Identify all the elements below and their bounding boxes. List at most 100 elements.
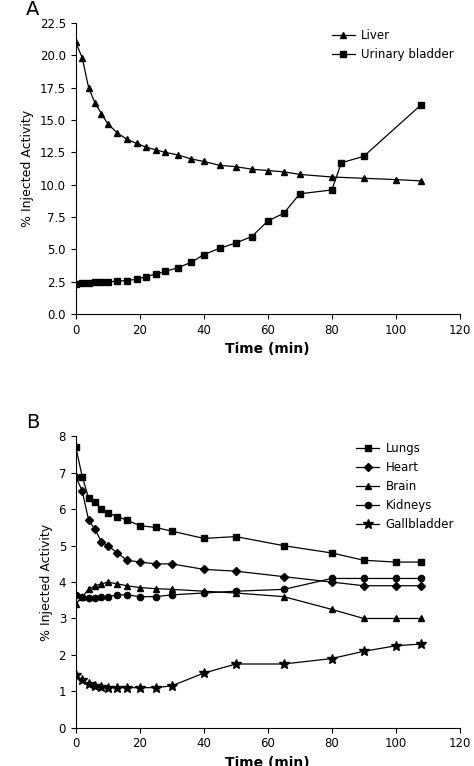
Gallbladder [281,660,287,669]
Heart [137,558,143,567]
Brain [329,605,335,614]
Gallbladder [137,683,143,692]
Urinary bladder [265,217,271,226]
Gallbladder [105,683,111,692]
Gallbladder [92,681,98,690]
Gallbladder [79,676,85,685]
Urinary bladder [188,258,194,267]
Kidneys [86,594,91,603]
Brain [201,587,207,596]
Liver [329,172,335,182]
Heart [115,548,120,558]
Urinary bladder [249,232,255,241]
Urinary bladder [175,263,181,272]
Urinary bladder [233,238,238,247]
Gallbladder [233,660,238,669]
Gallbladder [86,679,91,689]
Urinary bladder [338,158,344,167]
Urinary bladder [99,277,104,286]
Gallbladder [124,683,130,692]
Liver [175,150,181,159]
Gallbladder [115,683,120,692]
Lungs [419,558,424,567]
Heart [329,578,335,587]
Liver [115,129,120,138]
Liver [233,162,238,172]
Heart [86,516,91,525]
Gallbladder [169,681,174,690]
Lungs [115,512,120,521]
Liver [419,176,424,185]
Lungs [99,505,104,514]
Heart [281,572,287,581]
Legend: Lungs, Heart, Brain, Kidneys, Gallbladder: Lungs, Heart, Brain, Kidneys, Gallbladde… [356,443,454,531]
Line: Gallbladder: Gallbladder [71,639,426,692]
Brain [73,599,79,608]
Liver [188,154,194,163]
Liver [393,175,399,184]
Urinary bladder [124,276,130,285]
Lungs [137,521,143,530]
Liver [143,142,149,152]
Liver [361,174,366,183]
Kidneys [393,574,399,583]
Liver [124,135,130,144]
Lungs [361,555,366,565]
Kidneys [233,587,238,596]
Heart [73,472,79,481]
Brain [153,584,159,593]
Liver [265,166,271,175]
Liver [99,109,104,118]
Urinary bladder [134,275,139,284]
Urinary bladder [297,189,302,198]
Heart [92,525,98,534]
Urinary bladder [115,277,120,286]
Urinary bladder [329,185,335,195]
Liver [92,99,98,108]
Lungs [393,558,399,567]
Brain [92,581,98,591]
X-axis label: Time (min): Time (min) [226,342,310,356]
Lungs [153,523,159,532]
Brain [105,578,111,587]
Brain [115,579,120,588]
Kidneys [92,594,98,603]
Heart [169,559,174,568]
Liver [217,161,223,170]
Brain [79,592,85,601]
Urinary bladder [73,280,79,289]
Liver [79,54,85,63]
Gallbladder [329,654,335,663]
Urinary bladder [143,272,149,281]
Heart [233,567,238,576]
Lungs [233,532,238,542]
Gallbladder [419,640,424,649]
Brain [124,581,130,591]
Gallbladder [201,669,207,678]
Urinary bladder [153,270,159,279]
Lungs [201,534,207,543]
Heart [153,559,159,568]
Brain [419,614,424,623]
Lungs [92,497,98,506]
Brain [169,584,174,594]
Kidneys [73,591,79,600]
Lungs [124,516,130,525]
Liver [163,148,168,157]
Lungs [79,472,85,481]
Brain [281,592,287,601]
Brain [99,579,104,588]
Legend: Liver, Urinary bladder: Liver, Urinary bladder [332,29,454,61]
Kidneys [105,592,111,601]
Lungs [169,526,174,535]
Urinary bladder [281,208,287,218]
Y-axis label: % Injected Activity: % Injected Activity [21,110,35,228]
Heart [105,541,111,550]
Urinary bladder [163,267,168,276]
Brain [86,584,91,594]
Lungs [329,548,335,558]
Liver [153,146,159,155]
Liver [249,165,255,174]
Kidneys [329,574,335,583]
Line: Liver: Liver [73,39,425,184]
